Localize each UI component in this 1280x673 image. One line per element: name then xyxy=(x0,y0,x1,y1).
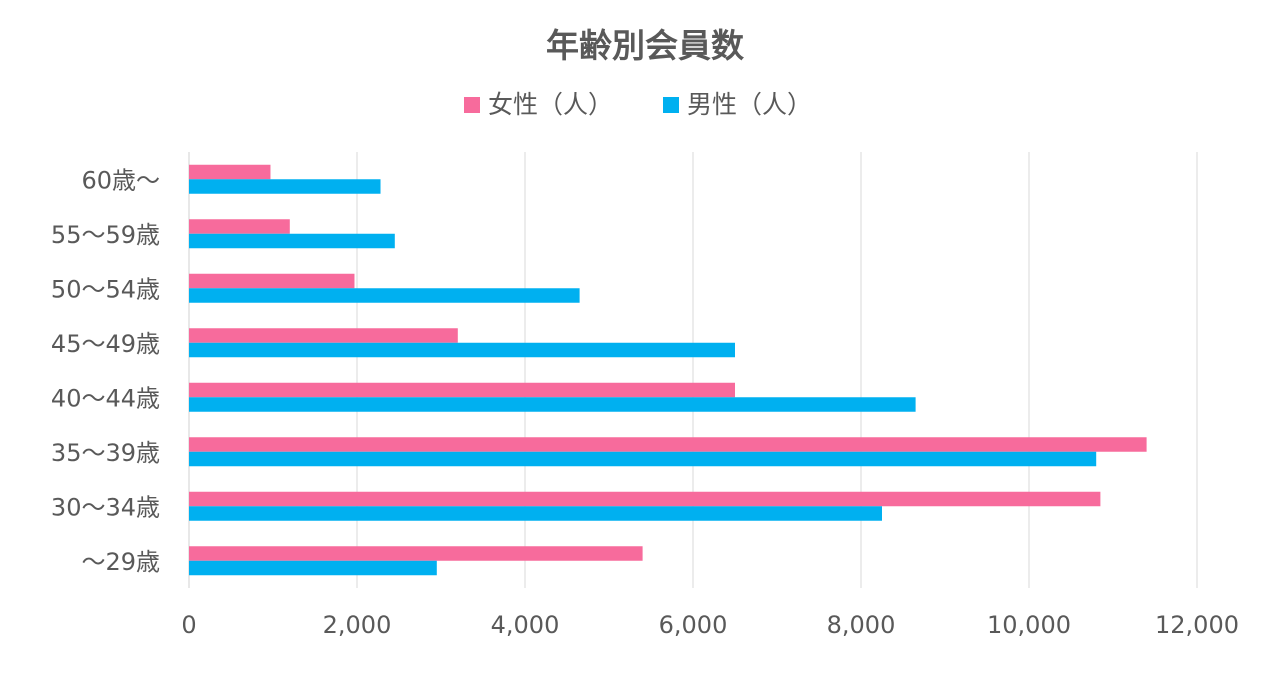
bar-male xyxy=(189,288,580,303)
bar-male xyxy=(189,451,1097,467)
bar-male xyxy=(189,560,437,576)
x-axis-tick-labels: 0 2,000 4,000 6,000 8,000 10,000 12,000 xyxy=(181,611,1239,639)
bar-female xyxy=(189,382,735,398)
category-label: 40～44歳 xyxy=(51,384,160,412)
category-label: 55～59歳 xyxy=(51,221,160,249)
bar-female xyxy=(189,437,1147,452)
x-tick-label: 2,000 xyxy=(323,611,392,639)
legend-label-male: 男性（人） xyxy=(687,90,812,119)
chart-title: 年齢別会員数 xyxy=(546,26,745,65)
category-label: 45～49歳 xyxy=(51,330,160,358)
bar-female xyxy=(189,546,643,561)
category-labels: 60歳～ 55～59歳 50～54歳 45～49歳 40～44歳 35～39歳 30～34歳… xyxy=(51,166,160,576)
bar-female xyxy=(189,491,1101,507)
x-tick-label: 12,000 xyxy=(1155,611,1239,639)
chart-legend: 女性（人） 男性（人） xyxy=(464,90,812,119)
bar-male xyxy=(189,179,381,194)
bar-male xyxy=(189,342,735,358)
bar-male xyxy=(189,397,916,412)
category-label: 50～54歳 xyxy=(51,275,160,303)
category-label: 35～39歳 xyxy=(51,439,160,467)
bars xyxy=(189,164,1147,576)
category-label: 30～34歳 xyxy=(51,493,160,521)
bar-female xyxy=(189,273,355,289)
bar-male xyxy=(189,233,395,249)
x-tick-label: 4,000 xyxy=(491,611,560,639)
legend-swatch-male xyxy=(663,97,679,113)
x-tick-label: 0 xyxy=(181,611,196,639)
bar-female xyxy=(189,219,290,234)
legend-swatch-female xyxy=(464,97,480,113)
x-tick-label: 6,000 xyxy=(659,611,728,639)
category-label: 60歳～ xyxy=(81,166,160,194)
gridlines xyxy=(188,152,1198,588)
x-tick-label: 8,000 xyxy=(827,611,896,639)
bar-male xyxy=(189,506,882,521)
bar-female xyxy=(189,164,271,180)
legend-label-female: 女性（人） xyxy=(488,90,613,119)
bar-female xyxy=(189,328,458,343)
x-tick-label: 10,000 xyxy=(987,611,1071,639)
category-label: ～29歳 xyxy=(81,548,160,576)
